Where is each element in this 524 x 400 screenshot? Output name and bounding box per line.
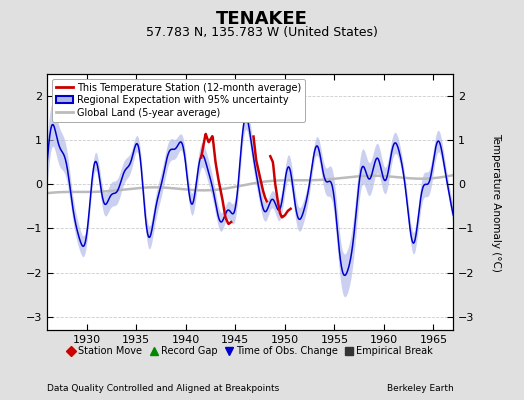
- Legend: Station Move, Record Gap, Time of Obs. Change, Empirical Break: Station Move, Record Gap, Time of Obs. C…: [63, 342, 437, 360]
- Text: 57.783 N, 135.783 W (United States): 57.783 N, 135.783 W (United States): [146, 26, 378, 39]
- Legend: This Temperature Station (12-month average), Regional Expectation with 95% uncer: This Temperature Station (12-month avera…: [52, 79, 305, 122]
- Y-axis label: Temperature Anomaly (°C): Temperature Anomaly (°C): [492, 132, 501, 272]
- Text: Data Quality Controlled and Aligned at Breakpoints: Data Quality Controlled and Aligned at B…: [47, 384, 279, 393]
- Text: TENAKEE: TENAKEE: [216, 10, 308, 28]
- Text: Berkeley Earth: Berkeley Earth: [387, 384, 453, 393]
